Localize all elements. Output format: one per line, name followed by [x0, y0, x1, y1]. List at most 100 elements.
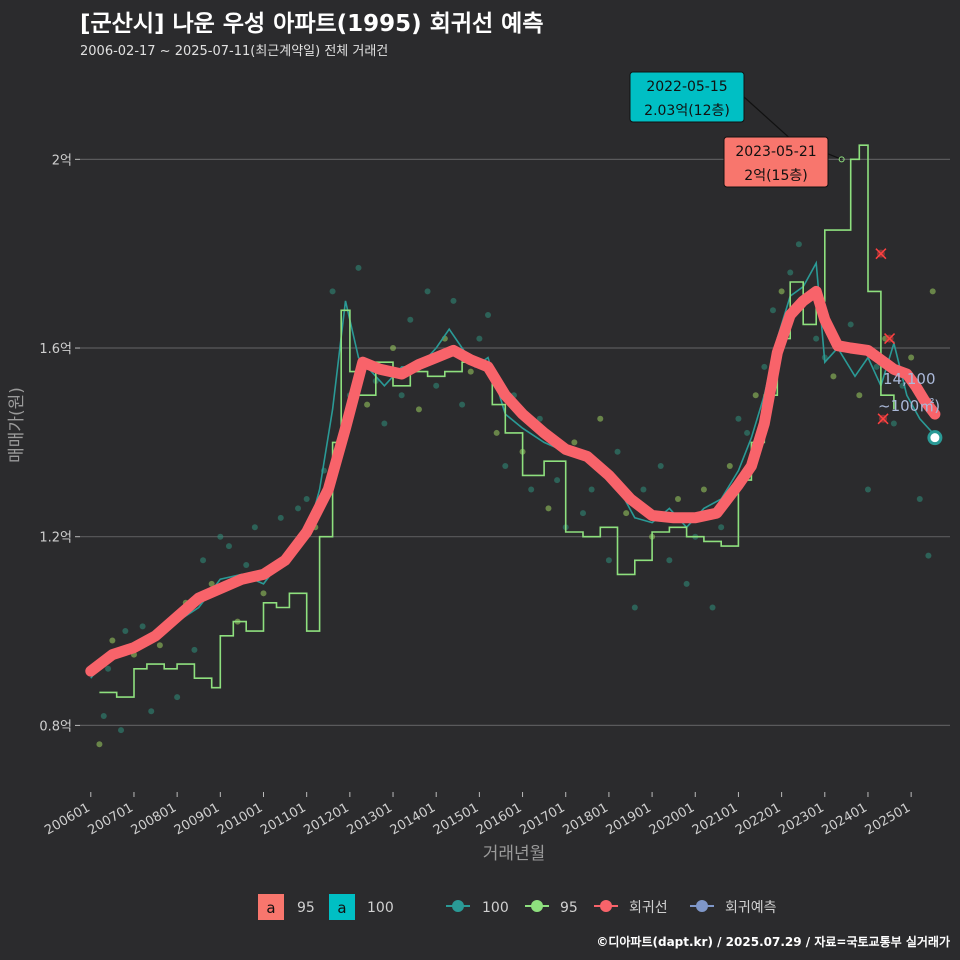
scatter-point: [605, 557, 612, 564]
forecast-point: [927, 430, 943, 446]
scatter-point: [295, 505, 302, 512]
last-value-label: 14,100: [883, 370, 936, 388]
callout-point: [838, 156, 845, 163]
scatter-point: [864, 486, 871, 493]
cancelled-cross: [884, 333, 896, 345]
x-tick-label: 201201: [301, 800, 351, 838]
scatter-point: [916, 495, 923, 502]
x-tick-label: 202201: [733, 800, 783, 838]
scatter-point: [398, 392, 405, 399]
scatter-point: [355, 264, 362, 271]
legend-key-95: a: [266, 899, 275, 917]
scatter-point: [208, 580, 215, 587]
scatter-point: [303, 495, 310, 502]
scatter-point: [795, 241, 802, 248]
legend-label-regression: 회귀선: [629, 900, 668, 916]
y-axis-title: 매매가(원): [7, 387, 27, 463]
scatter-point: [200, 557, 207, 564]
scatter-point: [390, 345, 397, 352]
legend-label-line-100: 100: [482, 900, 509, 916]
scatter-point: [726, 462, 733, 469]
x-tick-label: 201401: [388, 800, 438, 838]
legend-label-forecast: 회귀예측: [725, 900, 777, 916]
scatter-point: [674, 495, 681, 502]
scatter-point: [709, 604, 716, 611]
scatter-point: [744, 429, 751, 436]
scatter-point: [554, 477, 561, 484]
scatter-point: [847, 321, 854, 328]
callout-price: 2억(15층): [744, 168, 807, 184]
scatter-point: [109, 637, 116, 644]
scatter-point: [700, 486, 707, 493]
scatter-point: [571, 439, 578, 446]
legend-label-95: 95: [297, 900, 315, 916]
x-tick-label: 202301: [776, 800, 826, 838]
scatter-point: [415, 406, 422, 413]
scatter-point: [657, 462, 664, 469]
legend-swatch-100: [329, 894, 355, 920]
scatter-point: [735, 415, 742, 422]
scatter-point: [433, 382, 440, 389]
x-tick-label: 202501: [863, 800, 913, 838]
scatter-point: [502, 462, 509, 469]
scatter-point: [277, 514, 284, 521]
footer-credit: ©디아파트(dapt.kr) / 2025.07.29 / 자료=국토교통부 실…: [596, 935, 950, 949]
scatter-point: [217, 533, 224, 540]
legend-label-line-95: 95: [560, 900, 578, 916]
scatter-point: [631, 604, 638, 611]
x-tick-label: 202401: [819, 800, 869, 838]
x-tick-label: 201701: [517, 800, 567, 838]
scatter-point: [873, 363, 880, 370]
scatter-point: [100, 712, 107, 719]
scatter-point: [96, 741, 103, 748]
scatter-point: [761, 363, 768, 370]
x-tick-label: 202101: [690, 800, 740, 838]
scatter-point: [597, 415, 604, 422]
scatter-point: [122, 628, 129, 635]
scatter-point: [260, 590, 267, 597]
last-area-label: ~100㎡): [878, 397, 940, 415]
scatter-point: [243, 562, 250, 569]
scatter-point: [925, 552, 932, 559]
y-axis-ticks: 0.8억 1.2억 1.6억 2억: [39, 153, 80, 734]
scatter-point: [580, 510, 587, 517]
scatter-points: [96, 241, 936, 748]
x-axis-ticks: 2006012007012008012009012010012011012012…: [42, 792, 913, 838]
scatter-point: [778, 288, 785, 295]
scatter-point: [485, 312, 492, 319]
legend-item-line-100: 100: [446, 900, 509, 916]
callout-box: [629, 71, 745, 123]
scatter-point: [225, 543, 232, 550]
scatter-point: [364, 401, 371, 408]
series-line-95: [99, 144, 895, 698]
x-tick-label: 200801: [129, 800, 179, 838]
scatter-point: [424, 288, 431, 295]
callout-price: 2.03억(12층): [644, 103, 730, 119]
scatter-point: [476, 335, 483, 342]
scatter-point: [787, 269, 794, 276]
scatter-point: [450, 297, 457, 304]
scatter-point: [813, 335, 820, 342]
scatter-point: [105, 665, 112, 672]
scatter-point: [251, 524, 258, 531]
x-tick-label: 201601: [474, 800, 524, 838]
grid-lines: [80, 158, 950, 726]
scatter-point: [929, 288, 936, 295]
x-tick-label: 201301: [345, 800, 395, 838]
chart-subtitle: 2006-02-17 ~ 2025-07-11(최근계약일) 전체 거래건: [80, 44, 389, 59]
scatter-point: [623, 510, 630, 517]
x-tick-label: 201001: [215, 800, 265, 838]
scatter-point: [769, 307, 776, 314]
scatter-point: [752, 392, 759, 399]
callout-box: [723, 136, 829, 188]
x-tick-label: 200701: [85, 800, 135, 838]
scatter-point: [536, 415, 543, 422]
callouts: 2022-05-15 2.03억(12층) 2023-05-21 2억(15층): [629, 71, 845, 188]
x-tick-label: 201101: [258, 800, 308, 838]
scatter-point: [381, 420, 388, 427]
special-marks: [875, 248, 943, 446]
scatter-point: [156, 642, 163, 649]
scatter-point: [640, 486, 647, 493]
scatter-point: [459, 401, 466, 408]
